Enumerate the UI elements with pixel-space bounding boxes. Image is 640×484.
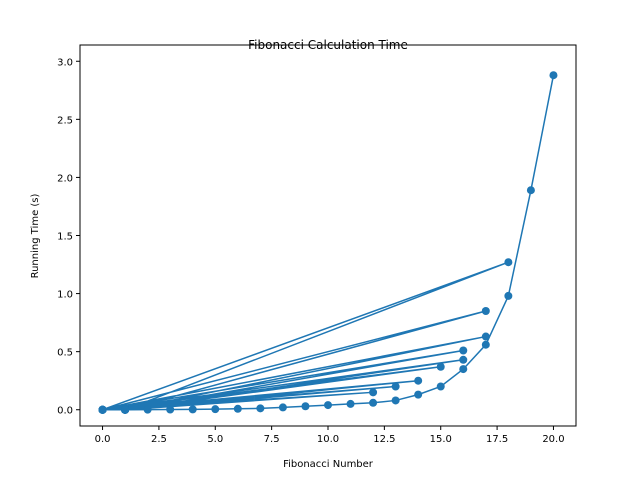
y-tick-label: 1.0 [57,290,73,301]
x-tick-label: 20.0 [542,434,564,445]
point [143,405,152,414]
point [481,332,490,341]
point [121,405,130,414]
y-tick-label: 1.5 [57,232,73,243]
point [459,346,468,355]
x-tick-label: 15.0 [430,434,452,445]
point [166,405,175,414]
point [256,404,265,413]
x-tick-label: 17.5 [486,434,508,445]
point [301,402,310,411]
point [526,186,535,195]
y-axis-label: Running Time (s) [30,193,41,278]
point [459,365,468,374]
x-tick-label: 2.5 [151,434,167,445]
point [504,258,513,267]
point [346,399,355,408]
point [481,340,490,349]
y-tick-label: 2.0 [57,173,73,184]
point [459,355,468,364]
x-axis-label: Fibonacci Number [283,459,374,470]
point [233,404,242,413]
x-tick-label: 0.0 [95,434,111,445]
point [504,291,513,300]
point [211,405,220,414]
point [549,71,558,80]
point [369,388,378,397]
point [324,401,332,410]
point [188,405,197,414]
point [369,398,378,407]
point [414,376,423,385]
point [391,396,400,405]
point [481,307,490,316]
series-line [102,75,555,411]
point [436,362,445,371]
y-tick-label: 0.0 [57,406,73,417]
y-tick-label: 3.0 [57,57,73,68]
y-tick-label: 2.5 [57,115,73,126]
x-tick-label: 5.0 [207,434,223,445]
point [414,390,423,399]
point [391,382,400,391]
x-tick-label: 7.5 [264,434,280,445]
x-tick-label: 12.5 [373,434,395,445]
y-tick-label: 0.5 [57,348,73,359]
x-tick-label: 10.0 [317,434,339,445]
point [98,405,107,414]
point [278,403,287,412]
point [436,382,445,391]
